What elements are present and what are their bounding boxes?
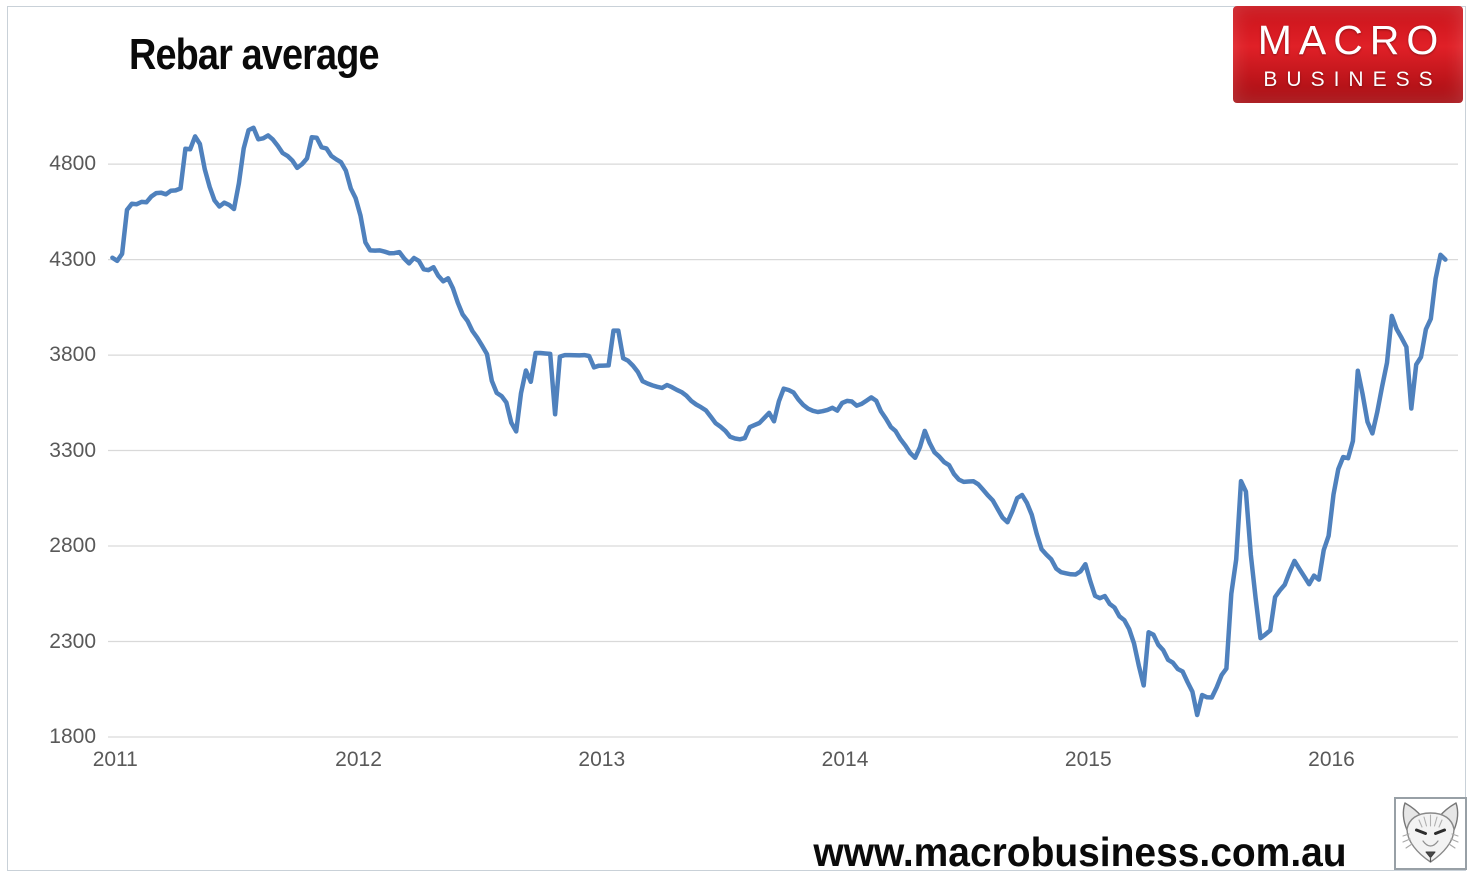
rebar-price-line (110, 125, 1448, 718)
x-axis-tick-label: 2011 (92, 748, 138, 771)
fox-sketch-icon (1402, 802, 1459, 863)
x-axis-tick-label: 2014 (821, 748, 869, 771)
y-axis-tick-label: 4300 (49, 247, 96, 271)
macrobusiness-logo: MACRO BUSINESS (1233, 6, 1463, 103)
x-axis-tick-label: 2013 (578, 748, 626, 771)
y-axis-tick-label: 4800 (49, 152, 96, 176)
x-axis-tick-label: 2015 (1064, 748, 1112, 771)
x-axis-tick-label: 2012 (335, 748, 382, 771)
y-axis-tick-label: 3800 (49, 343, 96, 367)
y-axis-tick-label: 2300 (49, 629, 96, 653)
y-axis-tick-label: 2800 (49, 534, 96, 558)
fox-logo-icon (1394, 797, 1467, 870)
chart-title: Rebar average (129, 30, 380, 79)
website-url: www.macrobusiness.com.au (813, 829, 1347, 875)
logo-text-macro: MACRO (1257, 16, 1446, 63)
x-axis-tick-label: 2016 (1308, 748, 1355, 771)
y-axis-tick-label: 3300 (49, 438, 96, 462)
y-axis-tick-label: 1800 (49, 725, 96, 748)
logo-text-business: BUSINESS (1263, 67, 1442, 91)
